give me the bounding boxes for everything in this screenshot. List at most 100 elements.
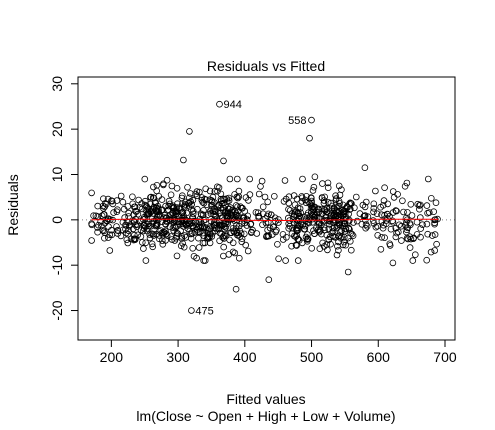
data-point [240, 214, 248, 222]
data-point [103, 217, 110, 225]
data-point [286, 207, 294, 214]
data-point [363, 223, 371, 230]
data-point [124, 230, 132, 238]
data-point [157, 227, 165, 234]
data-point [400, 208, 407, 216]
data-point [114, 230, 121, 237]
data-point [304, 231, 311, 238]
data-point [373, 210, 381, 218]
data-point [201, 195, 209, 203]
data-point [88, 189, 95, 197]
data-point [155, 206, 162, 214]
data-point [369, 217, 377, 224]
data-point [266, 224, 274, 232]
data-point [143, 202, 150, 210]
data-point [188, 201, 195, 208]
data-point [377, 203, 384, 211]
data-point [294, 227, 302, 234]
data-point [423, 202, 431, 209]
data-point [113, 223, 120, 230]
data-point [423, 220, 431, 228]
data-point [195, 224, 202, 231]
data-point [147, 200, 154, 208]
data-point [207, 223, 214, 230]
data-point [242, 241, 250, 249]
data-point [220, 243, 228, 251]
data-point [222, 232, 230, 240]
data-point [253, 230, 261, 237]
data-point [247, 221, 254, 228]
data-point [291, 232, 298, 240]
data-point [231, 249, 239, 257]
outlier-point [308, 116, 315, 124]
data-point [135, 196, 142, 204]
data-point [211, 199, 218, 206]
data-point [153, 221, 161, 229]
data-point [321, 207, 329, 214]
data-point [402, 215, 410, 222]
data-point [333, 251, 341, 259]
data-point [341, 210, 349, 218]
data-point [163, 232, 171, 239]
data-point [425, 209, 433, 216]
data-point [324, 184, 332, 192]
data-point [294, 224, 302, 232]
x-tick-label: 600 [367, 349, 391, 365]
data-point [310, 183, 318, 191]
x-axis-label: Fitted values [226, 391, 305, 407]
data-point [143, 210, 151, 218]
data-point [342, 241, 349, 249]
data-point [319, 180, 326, 187]
data-point [98, 212, 106, 220]
x-tick-label: 300 [166, 349, 190, 365]
data-point [211, 188, 219, 195]
data-point [319, 239, 326, 247]
data-point [196, 228, 204, 236]
data-point [297, 209, 304, 217]
data-point [200, 232, 208, 240]
data-point [95, 221, 102, 229]
data-point [171, 237, 179, 244]
data-point [234, 175, 241, 183]
data-point [282, 195, 290, 203]
data-point [131, 236, 139, 244]
data-point [130, 211, 138, 219]
data-point [324, 199, 332, 206]
data-point [221, 223, 228, 230]
data-point [261, 193, 269, 201]
data-point [228, 215, 236, 223]
data-point [327, 199, 335, 207]
data-point [362, 224, 370, 232]
data-point [332, 196, 340, 204]
data-point [146, 234, 154, 242]
data-point [208, 218, 215, 226]
data-point [186, 217, 193, 225]
data-point [169, 224, 177, 232]
x-tick-label: 500 [300, 349, 324, 365]
data-point [340, 234, 348, 241]
data-point [202, 185, 210, 193]
data-point [292, 241, 300, 249]
data-point [307, 201, 315, 209]
data-point [389, 188, 397, 195]
data-point [218, 197, 225, 205]
data-point [132, 207, 139, 215]
data-point [344, 268, 352, 276]
outlier-point [216, 100, 223, 108]
data-point [292, 233, 300, 241]
data-point [263, 232, 271, 240]
data-point [241, 230, 248, 238]
data-point [417, 201, 424, 209]
data-point [101, 203, 108, 211]
data-point [265, 232, 273, 240]
data-point [323, 231, 331, 239]
data-point [361, 212, 369, 219]
data-point [361, 164, 369, 172]
data-point [237, 203, 244, 211]
data-point [244, 247, 252, 255]
data-point [163, 176, 171, 184]
data-point [216, 237, 223, 245]
data-point [131, 231, 138, 239]
data-point [295, 215, 303, 223]
